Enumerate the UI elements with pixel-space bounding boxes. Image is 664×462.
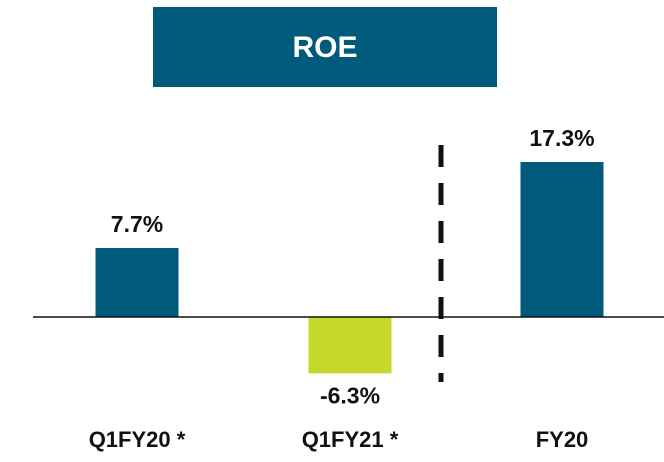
data-label: -6.3% xyxy=(320,383,380,409)
data-label: 17.3% xyxy=(529,125,594,151)
bar xyxy=(95,248,179,317)
data-label: 7.7% xyxy=(111,211,163,237)
x-tick-label: Q1FY21 * xyxy=(302,427,399,452)
x-tick-label: FY20 xyxy=(536,427,589,452)
bar xyxy=(520,162,604,317)
chart-title: ROE xyxy=(292,31,357,64)
title-box xyxy=(153,7,497,87)
x-tick-label: Q1FY20 * xyxy=(89,427,186,452)
bar xyxy=(308,317,392,374)
